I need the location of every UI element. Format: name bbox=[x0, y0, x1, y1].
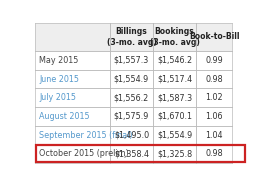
Bar bbox=[196, 107, 232, 126]
Bar bbox=[35, 89, 110, 107]
Bar bbox=[110, 144, 153, 163]
Bar bbox=[153, 23, 196, 51]
Text: $1,325.8: $1,325.8 bbox=[157, 149, 192, 158]
Bar bbox=[196, 70, 232, 89]
Bar bbox=[153, 126, 196, 144]
Text: May 2015: May 2015 bbox=[39, 56, 79, 65]
Text: $1,546.2: $1,546.2 bbox=[157, 56, 192, 65]
Bar bbox=[196, 23, 232, 51]
Bar bbox=[35, 23, 110, 51]
Bar bbox=[153, 107, 196, 126]
Bar bbox=[110, 23, 153, 51]
Bar bbox=[110, 126, 153, 144]
Text: $1,358.4: $1,358.4 bbox=[114, 149, 149, 158]
Bar bbox=[153, 89, 196, 107]
Text: $1,557.3: $1,557.3 bbox=[114, 56, 149, 65]
Text: $1,495.0: $1,495.0 bbox=[114, 131, 149, 140]
Text: June 2015: June 2015 bbox=[39, 75, 79, 84]
Bar bbox=[196, 51, 232, 70]
Bar bbox=[110, 107, 153, 126]
Text: August 2015: August 2015 bbox=[39, 112, 90, 121]
Bar bbox=[36, 145, 245, 162]
Text: Billings
(3-mo. avg): Billings (3-mo. avg) bbox=[107, 27, 156, 47]
Text: $1,670.1: $1,670.1 bbox=[157, 112, 192, 121]
Bar bbox=[35, 70, 110, 89]
Text: 0.99: 0.99 bbox=[205, 56, 223, 65]
Bar bbox=[153, 51, 196, 70]
Bar bbox=[110, 70, 153, 89]
Bar bbox=[110, 51, 153, 70]
Bar bbox=[196, 144, 232, 163]
Text: September 2015 (final): September 2015 (final) bbox=[39, 131, 133, 140]
Text: 1.04: 1.04 bbox=[205, 131, 223, 140]
Text: $1,556.2: $1,556.2 bbox=[114, 93, 149, 102]
Text: $1,575.9: $1,575.9 bbox=[114, 112, 149, 121]
Bar bbox=[153, 144, 196, 163]
Text: $1,517.4: $1,517.4 bbox=[157, 75, 192, 84]
Bar bbox=[196, 89, 232, 107]
Text: $1,554.9: $1,554.9 bbox=[157, 131, 192, 140]
Text: 0.98: 0.98 bbox=[205, 149, 223, 158]
Bar bbox=[35, 126, 110, 144]
Bar bbox=[110, 89, 153, 107]
Text: 0.98: 0.98 bbox=[205, 75, 223, 84]
Bar bbox=[35, 107, 110, 126]
Text: $1,554.9: $1,554.9 bbox=[114, 75, 149, 84]
Bar bbox=[153, 70, 196, 89]
Bar bbox=[35, 144, 110, 163]
Bar bbox=[196, 126, 232, 144]
Text: July 2015: July 2015 bbox=[39, 93, 76, 102]
Text: 1.02: 1.02 bbox=[205, 93, 223, 102]
Text: Book-to-Bill: Book-to-Bill bbox=[189, 32, 239, 41]
Text: Bookings
(3-mo. avg): Bookings (3-mo. avg) bbox=[150, 27, 199, 47]
Bar bbox=[35, 51, 110, 70]
Text: $1,587.3: $1,587.3 bbox=[157, 93, 192, 102]
Text: 1.06: 1.06 bbox=[205, 112, 223, 121]
Text: October 2015 (prelim): October 2015 (prelim) bbox=[39, 149, 129, 158]
